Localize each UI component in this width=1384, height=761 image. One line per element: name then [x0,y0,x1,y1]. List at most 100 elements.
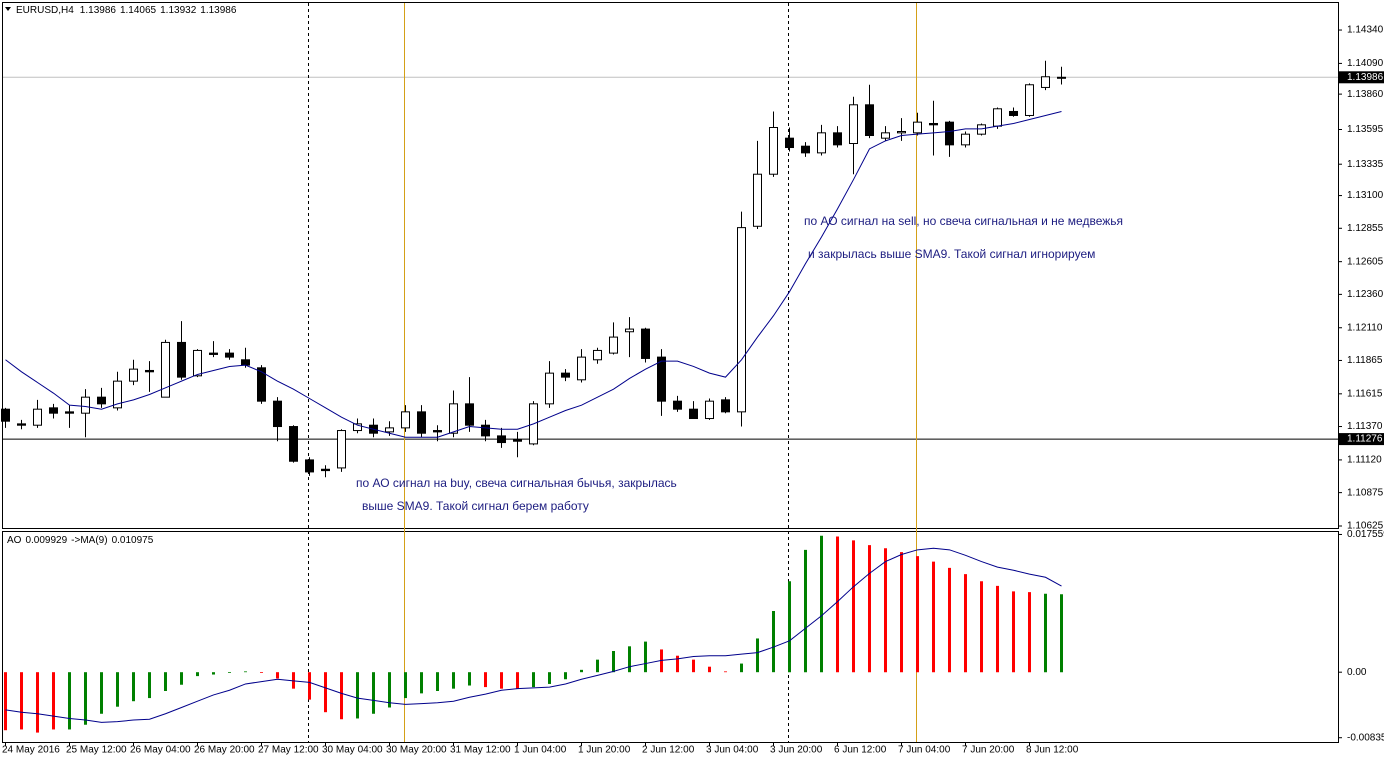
y-tick-label: 0.00 [1347,667,1367,678]
high: 1.14065 [120,5,157,16]
candle-body [497,435,506,444]
ao-panel [2,531,1339,743]
candle-body [401,411,410,429]
y-tick-label: 1.13595 [1347,124,1384,135]
y-tick-label: 1.13100 [1347,190,1384,201]
y-tick-label: 1.13335 [1347,159,1384,170]
candle-body [865,104,874,137]
y-tick-label: 1.12110 [1347,322,1383,333]
candle-body [1009,110,1018,116]
candle-body [705,400,714,420]
candle-body [385,427,394,433]
x-tick-label: 8 Jun 12:00 [1026,745,1079,756]
candle-body [113,380,122,409]
y-tick-label: 0.017559 [1347,529,1384,540]
x-tick-label: 7 Jun 04:00 [898,745,951,756]
candle-body [769,126,778,175]
candle-body [17,423,26,426]
candle-body [481,424,490,437]
price-label: 1.11276 [1347,434,1383,445]
candle-body [465,403,474,426]
x-tick-label: 30 May 20:00 [386,745,447,756]
candle-body [1,408,10,422]
candle-body [929,122,938,126]
candle-body [145,369,154,373]
candle-body [65,411,74,414]
close: 1.13986 [200,5,237,16]
candle-body [1025,84,1034,116]
candle-body [225,352,234,358]
x-tick-label: 24 May 2016 [2,745,60,756]
y-tick-label: 1.12855 [1347,223,1384,234]
candle-body [449,403,458,434]
candle-body [753,173,762,227]
candle-body [241,359,250,366]
candle-body [673,400,682,410]
candle-body [337,430,346,469]
x-tick-label: 1 Jun 04:00 [514,745,567,756]
candle-body [33,408,42,426]
candle-body [897,130,906,134]
open: 1.13986 [80,5,117,16]
candle-body [417,411,426,434]
candle-body [273,400,282,428]
price-label-box [1339,71,1384,84]
x-tick-label: 6 Jun 12:00 [834,745,887,756]
candle-body [849,104,858,145]
ma-line [5,547,1062,723]
candle-body [593,349,602,361]
candle-body [833,132,842,146]
candle-body [161,341,170,398]
candle-body [657,356,666,402]
candle-body [1041,76,1050,88]
candle-body [1057,76,1066,79]
y-tick-label: 1.11865 [1347,355,1383,366]
sma-line [5,110,1062,438]
x-tick-label: 7 Jun 20:00 [962,745,1015,756]
candle-body [433,430,442,433]
x-tick-label: 26 May 04:00 [130,745,191,756]
candle-body [625,328,634,333]
y-tick-label: 1.11615 [1347,388,1383,399]
candle-body [609,336,618,354]
candle-body [945,121,954,146]
candle-body [993,108,1002,127]
candle-body [689,408,698,420]
candle-body [193,349,202,377]
x-tick-label: 26 May 20:00 [194,745,255,756]
y-tick-label: -0.008353 [1347,732,1384,743]
candle-body [721,399,730,413]
y-tick-label: 1.11120 [1347,455,1382,466]
x-tick-label: 27 May 12:00 [258,745,319,756]
menu-arrow[interactable] [5,7,11,11]
candle-body [577,356,586,381]
candle-body [257,367,266,402]
x-tick-label: 1 Jun 20:00 [578,745,631,756]
candle-body [513,439,522,442]
candle-body [737,227,746,413]
ao-header: AO 0.009929 ->MA(9) 0.010975 [7,535,154,546]
candle-body [961,133,970,146]
y-tick-label: 1.14340 [1347,25,1384,36]
price-label-box [1339,433,1384,446]
ma-value: 0.010975 [112,535,154,546]
x-tick-label: 2 Jun 12:00 [642,745,695,756]
y-tick-label: 1.14090 [1347,58,1384,69]
x-tick-label: 30 May 04:00 [322,745,383,756]
y-tick-label: 1.11370 [1347,421,1383,432]
symbol: EURUSD,H4 [16,5,74,16]
candle-body [785,137,794,149]
y-tick-label: 1.12605 [1347,256,1384,267]
ma-name: ->MA(9) [71,535,107,546]
candle-body [97,396,106,405]
x-tick-label: 3 Jun 20:00 [770,745,823,756]
annotation: по АО сигнал на sell, но свеча сигнальна… [804,214,1123,228]
x-tick-label: 31 May 12:00 [450,745,511,756]
candle-body [977,124,986,135]
y-tick-label: 1.10875 [1347,487,1384,498]
annotation: выше SMA9. Такой сигнал берем работу [362,499,589,513]
candle-body [545,372,554,405]
annotation: и закрылась выше SMA9. Такой сигнал игно… [808,247,1095,261]
x-tick-label: 25 May 12:00 [66,745,127,756]
